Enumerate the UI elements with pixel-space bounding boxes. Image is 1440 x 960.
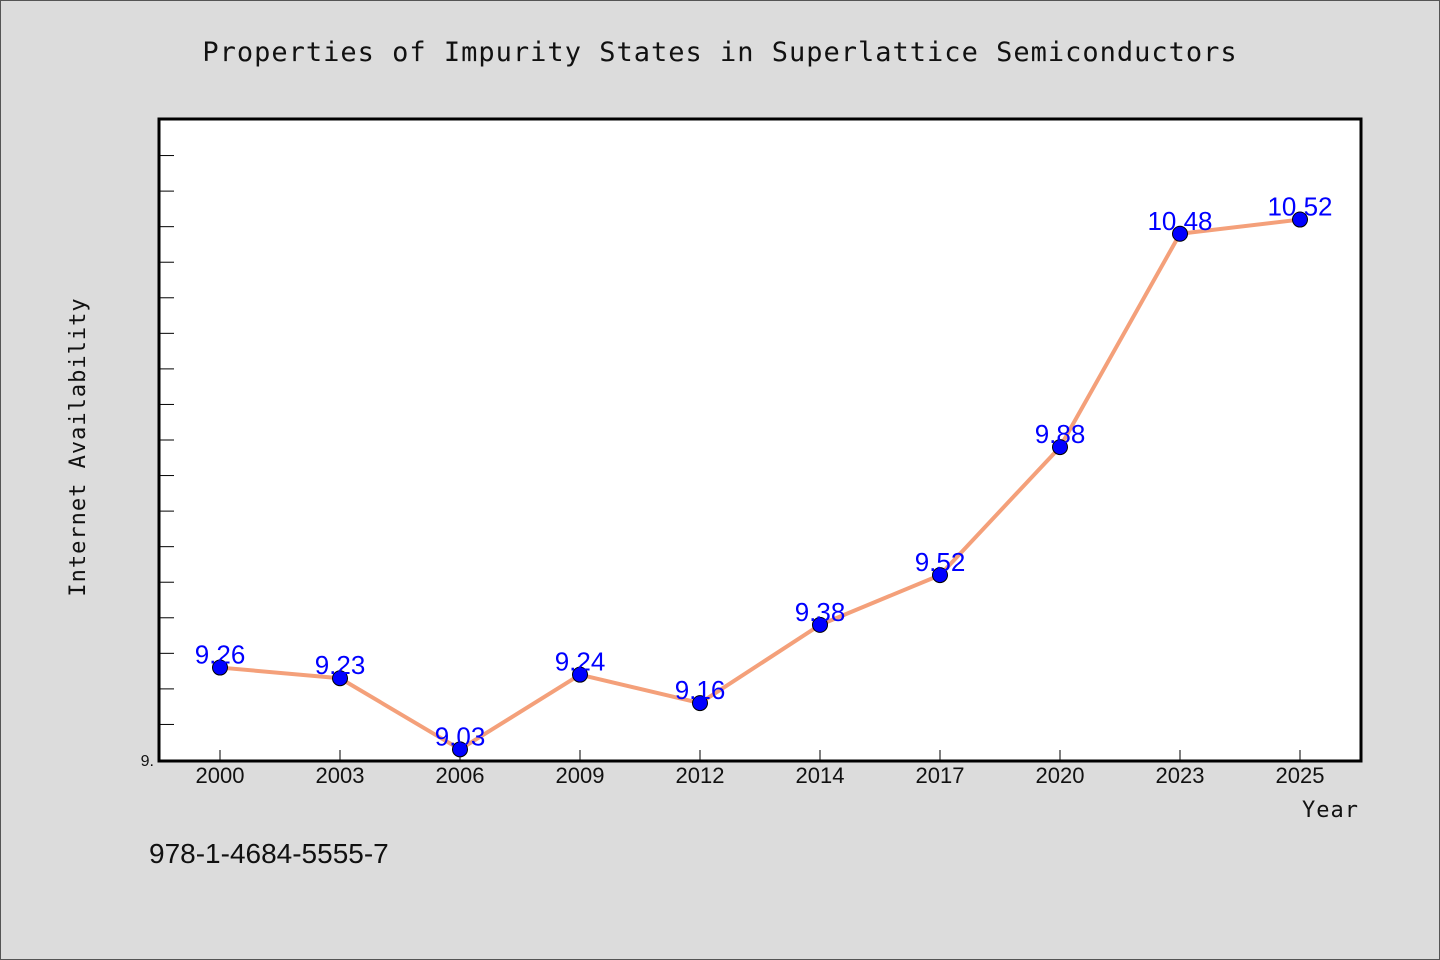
- x-tick-label: 2014: [796, 763, 845, 788]
- chart-title: Properties of Impurity States in Superla…: [202, 37, 1237, 68]
- data-point: [1172, 225, 1188, 242]
- data-point: [692, 695, 708, 712]
- x-tick-label: 2023: [1156, 763, 1205, 788]
- data-point: [812, 616, 828, 633]
- data-point: [1292, 211, 1308, 228]
- data-label: 9.16: [675, 675, 726, 705]
- data-point: [572, 666, 588, 683]
- data-label: 9.23: [315, 650, 366, 680]
- series-polyline: [219, 217, 1301, 752]
- x-tick-label: 2025: [1276, 763, 1325, 788]
- x-tick-label: 2009: [556, 763, 605, 788]
- x-axis-label: Year: [1302, 798, 1359, 823]
- plot-area: [157, 117, 1363, 763]
- y-axis-ticks: 9.: [141, 155, 174, 770]
- x-tick-label: 2012: [676, 763, 725, 788]
- data-label: 9.38: [795, 597, 846, 627]
- data-label: 9.88: [1035, 419, 1086, 449]
- data-label: 10.52: [1267, 192, 1332, 222]
- data-point: [932, 567, 948, 584]
- data-point: [332, 670, 348, 687]
- data-label: 9.24: [555, 647, 606, 677]
- data-label: 9.52: [915, 547, 966, 577]
- data-label: 9.26: [195, 640, 246, 670]
- x-tick-label: 2017: [916, 763, 965, 788]
- data-label: 9.03: [435, 721, 486, 751]
- series-line: [212, 211, 1308, 758]
- x-tick-label: 2020: [1036, 763, 1085, 788]
- x-tick-label: 2003: [316, 763, 365, 788]
- x-axis-ticks: 2000 2003 2006 2009 2012 2014 2017 2020 2023 2025: [196, 750, 1325, 788]
- x-tick-label: 2006: [436, 763, 485, 788]
- data-point: [452, 741, 468, 758]
- y-axis-label: Internet Availability: [66, 297, 91, 596]
- data-label: 10.48: [1147, 206, 1212, 236]
- data-point: [1052, 439, 1068, 456]
- data-point: [212, 659, 228, 676]
- x-tick-label: 2000: [196, 763, 245, 788]
- y-tick-label: 9.: [141, 753, 154, 770]
- isbn-text: 978-1-4684-5555-7: [149, 838, 389, 869]
- data-labels: 9.26 9.23 9.03 9.24 9.16 9.38 9.52 9.88 10.48 10.…: [195, 192, 1333, 752]
